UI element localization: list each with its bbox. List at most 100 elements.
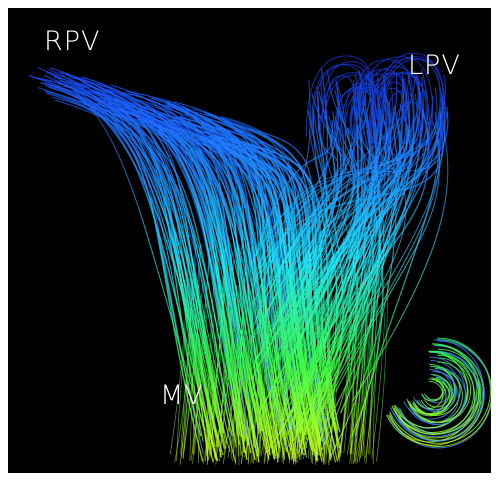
streamline [350,268,359,454]
streamline [339,239,354,457]
mv-label: MV [160,380,204,411]
rpv-label: RPV [44,26,101,57]
streamline [348,102,399,259]
streamline [213,259,234,461]
streamline [360,288,377,458]
streamline [174,302,192,463]
streamline [238,270,246,465]
streamline [421,378,444,402]
streamline [44,84,220,443]
streamline [219,252,233,458]
streamline [295,103,386,359]
streamline [250,275,266,454]
streamline [244,315,264,458]
streamline [257,125,362,426]
streamline [416,380,444,409]
streamline [251,80,340,308]
streamline [311,63,374,150]
streamline [206,246,226,456]
streamline [273,268,286,461]
streamline [315,262,324,466]
streamline [74,87,243,455]
streamline [377,52,441,141]
streamline [299,135,440,457]
streamline [325,102,356,260]
streamline [48,86,218,461]
streamline [396,351,483,442]
streamline [264,127,389,318]
streamline [330,275,338,458]
streamline [408,370,459,424]
streamline [323,238,344,455]
streamline [343,276,358,454]
streamline [301,312,318,455]
streamline [274,300,295,454]
streamline [369,263,377,455]
streamline [123,92,260,453]
streamlines [28,52,491,466]
streamline [285,120,430,421]
streamline [281,270,294,462]
streamline [240,294,249,456]
streamline [353,275,370,455]
streamline [182,262,196,459]
streamline [394,101,423,140]
streamline [241,273,254,465]
streamline [269,259,280,454]
streamline [363,245,371,462]
streamline [310,272,329,463]
streamline [205,243,218,462]
streamline [278,278,291,457]
streamline [230,245,242,459]
streamline [169,262,189,455]
streamline [99,96,246,443]
streamline [424,380,450,408]
streamline [399,348,481,435]
streamline [66,73,236,443]
streamline [411,367,467,426]
streamline [245,260,256,461]
streamline [339,83,391,154]
streamline [365,240,381,464]
streamline [173,124,308,458]
streamline [51,96,221,429]
streamline [208,285,225,459]
streamline [393,350,475,435]
streamline [350,68,408,148]
streamline [326,297,340,456]
streamline [310,117,411,365]
streamline [354,310,374,462]
streamline [264,316,279,464]
streamline [292,106,339,261]
streamline [397,350,478,435]
streamline [346,253,366,455]
streamline [353,112,407,331]
streamline [227,296,247,458]
streamline [313,107,430,282]
streamline [288,243,305,460]
streamline [296,262,307,464]
streamline [355,56,433,165]
streamline [171,124,288,448]
streamline [410,367,463,424]
streamline [255,244,271,463]
streamline [252,282,271,464]
streamline [197,258,210,464]
streamline [219,310,238,456]
streamline [352,111,449,402]
streamline [206,314,215,465]
streamline [360,267,375,459]
streamline [195,137,301,433]
streamline [194,311,202,455]
streamline-image: RPV LPV MV [28,26,491,466]
streamline [299,135,339,277]
streamline [308,292,318,459]
streamline [424,378,445,401]
streamline [250,293,268,464]
streamline [412,366,461,416]
streamline [316,274,327,460]
streamline [275,281,291,457]
streamline [412,373,452,416]
streamline [54,76,224,432]
